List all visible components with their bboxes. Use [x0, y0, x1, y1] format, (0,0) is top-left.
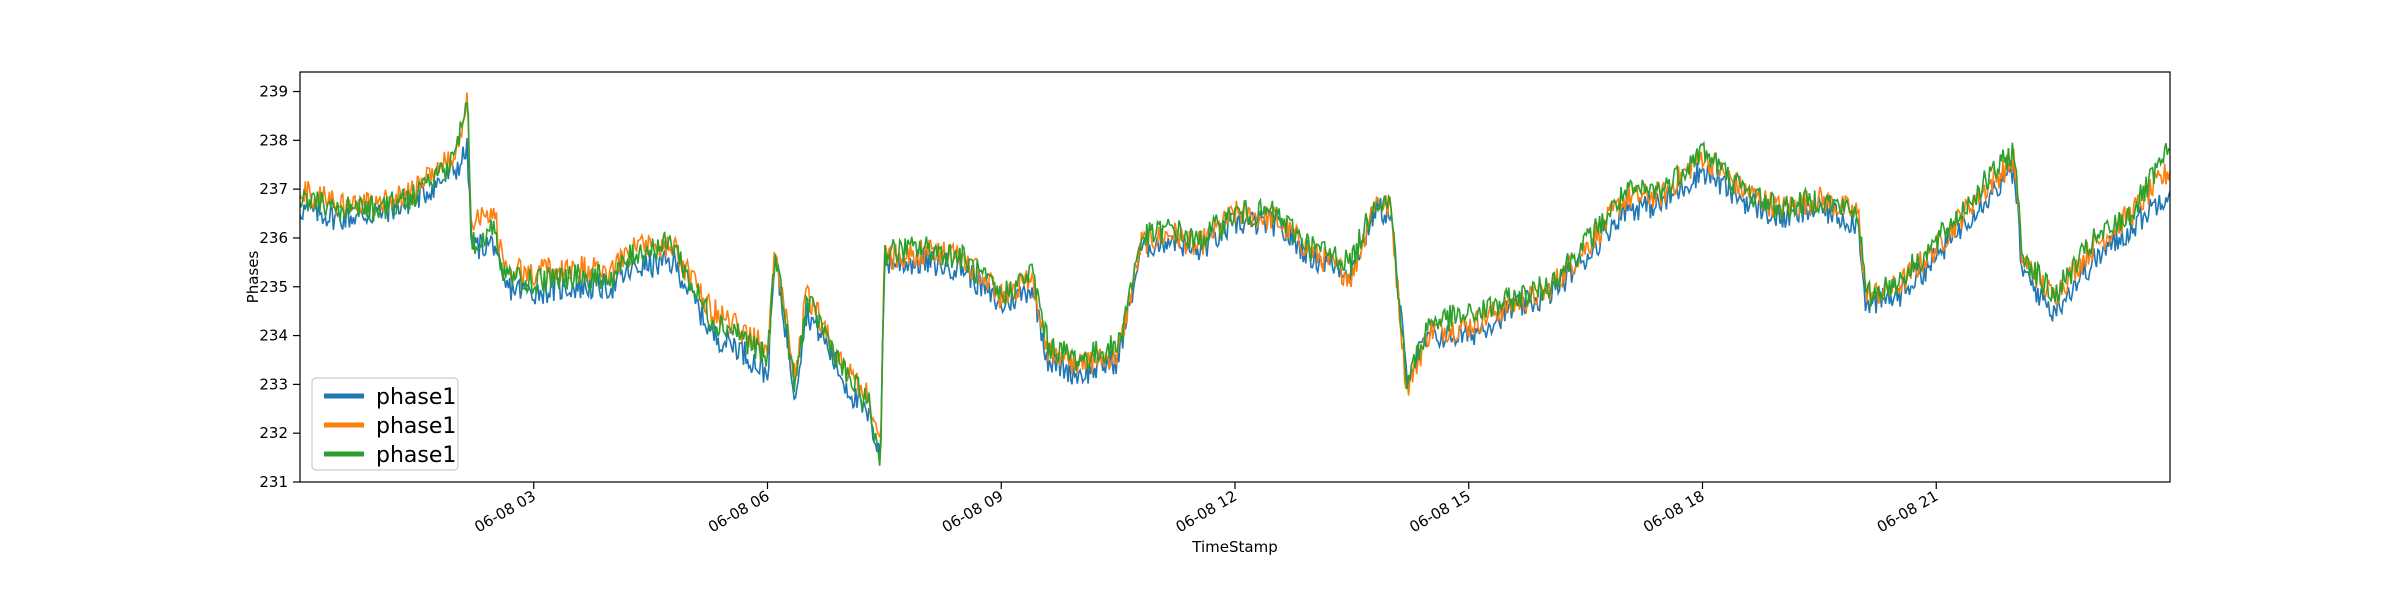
x-tick-label: 06-08 21 [1874, 487, 1941, 536]
y-axis: 231 232 233 234 235 236 237 238 239 [259, 83, 300, 491]
series-line-2 [300, 92, 2170, 439]
legend-label: phase1 [376, 414, 456, 439]
series-line-3 [300, 102, 2170, 466]
x-tick-label: 06-08 15 [1406, 487, 1473, 536]
x-tick-label: 06-08 12 [1173, 487, 1240, 536]
y-tick-label: 233 [259, 375, 288, 393]
legend-box [311, 377, 459, 471]
y-axis-label: Phases [244, 251, 262, 304]
y-tick-label: 238 [259, 131, 288, 149]
y-tick-label: 234 [259, 327, 288, 345]
y-tick-label: 232 [259, 424, 288, 442]
y-tick-label: 236 [259, 229, 288, 247]
y-tick-label: 237 [259, 180, 288, 198]
y-tick-label: 235 [259, 278, 288, 296]
x-tick-label: 06-08 03 [471, 487, 538, 536]
x-axis: 06-08 03 06-08 06 06-08 09 06-08 12 06-08 15… [471, 482, 1941, 536]
x-tick-label: 06-08 09 [939, 487, 1006, 536]
series-layer [300, 92, 2170, 466]
y-tick-label: 239 [259, 83, 288, 101]
y-tick-label: 231 [259, 473, 288, 491]
legend-label: phase1 [376, 443, 456, 468]
x-axis-label: TimeStamp [1191, 538, 1277, 556]
legend-label: phase1 [376, 385, 456, 410]
legend: phase1 phase1 phase1 [311, 377, 459, 471]
series-line-1 [300, 138, 2170, 455]
x-tick-label: 06-08 06 [705, 487, 772, 536]
x-tick-label: 06-08 18 [1640, 487, 1707, 536]
